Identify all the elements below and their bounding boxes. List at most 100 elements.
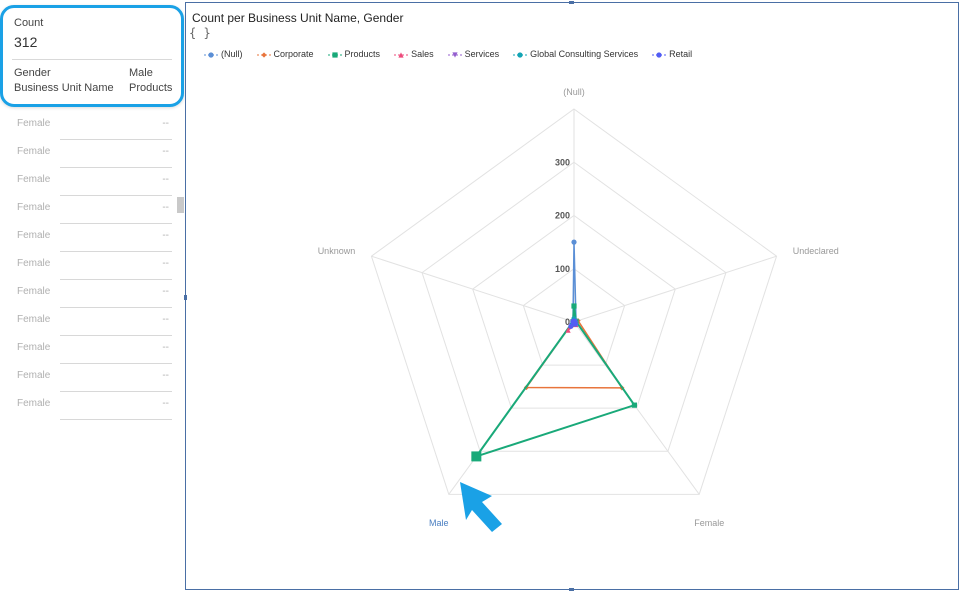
chart-subtitle: { }	[189, 26, 211, 40]
legend-marker-icon	[327, 52, 342, 58]
list-row-divider	[60, 139, 172, 140]
list-item-value: --	[162, 314, 169, 325]
radar-grid-ring	[472, 214, 676, 409]
list-item-value: --	[162, 174, 169, 185]
list-row-divider	[60, 391, 172, 392]
list-item-label: Female	[17, 230, 51, 241]
list-item-label: Female	[17, 258, 51, 269]
axis-label[interactable]: Undeclared	[793, 246, 839, 256]
series-products[interactable]	[471, 303, 638, 462]
list-item-value: --	[162, 342, 169, 353]
series-line	[524, 318, 624, 389]
radial-tick-label: 300	[555, 157, 570, 167]
legend-item[interactable]: (Null)	[204, 49, 243, 59]
radial-tick-label: 0	[565, 317, 570, 327]
legend-item[interactable]: Retail	[652, 49, 692, 59]
tooltip-count-value: 312	[14, 34, 38, 50]
list-row-divider	[60, 195, 172, 196]
list-item-label: Female	[17, 370, 51, 381]
radar-grid-ring	[522, 268, 626, 366]
list-item[interactable]: Female --	[0, 308, 172, 336]
resize-handle-left[interactable]	[184, 295, 187, 300]
tooltip-bu-value: Products	[129, 82, 173, 94]
radar-spoke	[371, 255, 575, 323]
list-row-divider	[60, 167, 172, 168]
data-point[interactable]	[568, 323, 574, 329]
list-item[interactable]: Female --	[0, 336, 172, 364]
list-row-divider	[60, 307, 172, 308]
tooltip-count-label: Count	[14, 17, 44, 29]
list-item-label: Female	[17, 286, 51, 297]
legend-label: Services	[464, 49, 500, 59]
legend-item[interactable]: Corporate	[256, 49, 314, 59]
radar-spoke	[573, 255, 777, 323]
axis-label[interactable]: Female	[694, 518, 724, 528]
chart-title: Count per Business Unit Name, Gender	[192, 11, 404, 25]
list-item[interactable]: Female --	[0, 196, 172, 224]
radar-grid-ring	[370, 108, 778, 495]
list-row-divider	[60, 251, 172, 252]
tooltip-gender-key: Gender	[14, 67, 51, 79]
series-line	[473, 305, 636, 459]
list-item-label: Female	[17, 398, 51, 409]
list-item[interactable]: Female --	[0, 280, 172, 308]
radial-tick-label: 100	[555, 264, 570, 274]
radar-spoke	[573, 321, 700, 495]
list-item-label: Female	[17, 118, 51, 129]
list-item[interactable]: Female --	[0, 168, 172, 196]
resize-handle-top[interactable]	[569, 1, 574, 4]
legend-item[interactable]: Sales	[394, 49, 434, 59]
legend-label: Global Consulting Services	[530, 49, 639, 59]
legend-marker-icon	[447, 52, 462, 58]
axis-label[interactable]: Male	[429, 518, 449, 528]
legend-marker-icon	[256, 52, 271, 58]
list-item-label: Female	[17, 342, 51, 353]
list-item-label: Female	[17, 146, 51, 157]
chart-legend: (Null) Corporate Products Sales Services Glob…	[204, 49, 706, 63]
data-point[interactable]	[571, 239, 577, 245]
axis-label[interactable]: Unknown	[318, 246, 356, 256]
list-item-value: --	[162, 258, 169, 269]
legend-item[interactable]: Global Consulting Services	[513, 49, 638, 59]
axis-label[interactable]: (Null)	[563, 87, 585, 97]
list-item[interactable]: Female --	[0, 392, 172, 420]
tooltip-bu-key: Business Unit Name	[14, 82, 114, 94]
data-point-tooltip: Count 312 Gender Male Business Unit Name…	[0, 5, 184, 107]
list-row-divider	[60, 279, 172, 280]
list-item[interactable]: Female --	[0, 364, 172, 392]
list-item[interactable]: Female --	[0, 140, 172, 168]
legend-label: Products	[344, 49, 381, 59]
list-row-divider	[60, 419, 172, 420]
tooltip-gender-value: Male	[129, 67, 153, 79]
radar-plot: (Null) Undeclared Female Male Unknown 0 100 200…	[318, 87, 839, 528]
list-item-value: --	[162, 370, 169, 381]
list-item-label: Female	[17, 202, 51, 213]
legend-label: Retail	[669, 49, 693, 59]
resize-handle-bottom[interactable]	[569, 588, 574, 591]
series-retail[interactable]	[568, 318, 579, 329]
list-item-value: --	[162, 230, 169, 241]
legend-label: Corporate	[273, 49, 314, 59]
list-item[interactable]: Female --	[0, 112, 172, 140]
data-point[interactable]	[631, 402, 638, 408]
list-item[interactable]: Female --	[0, 252, 172, 280]
legend-label: (Null)	[221, 49, 243, 59]
list-item-label: Female	[17, 314, 51, 325]
radar-chart-widget[interactable]: Count per Business Unit Name, Gender { }…	[184, 1, 959, 591]
list-item[interactable]: Female --	[0, 224, 172, 252]
data-point[interactable]	[570, 319, 576, 325]
tooltip-divider	[12, 59, 172, 60]
list-item-label: Female	[17, 174, 51, 185]
data-point[interactable]	[571, 303, 577, 309]
legend-item[interactable]: Services	[447, 49, 500, 59]
data-point[interactable]	[565, 327, 571, 333]
legend-marker-icon	[394, 52, 409, 58]
data-point[interactable]	[471, 451, 482, 462]
list-item-value: --	[162, 146, 169, 157]
list-scrollbar[interactable]	[177, 197, 184, 213]
legend-item[interactable]: Products	[327, 49, 381, 59]
list-row-divider	[60, 223, 172, 224]
legend-marker-icon	[652, 52, 667, 58]
radial-tick-label: 200	[555, 211, 570, 221]
list-item-value: --	[162, 118, 169, 129]
